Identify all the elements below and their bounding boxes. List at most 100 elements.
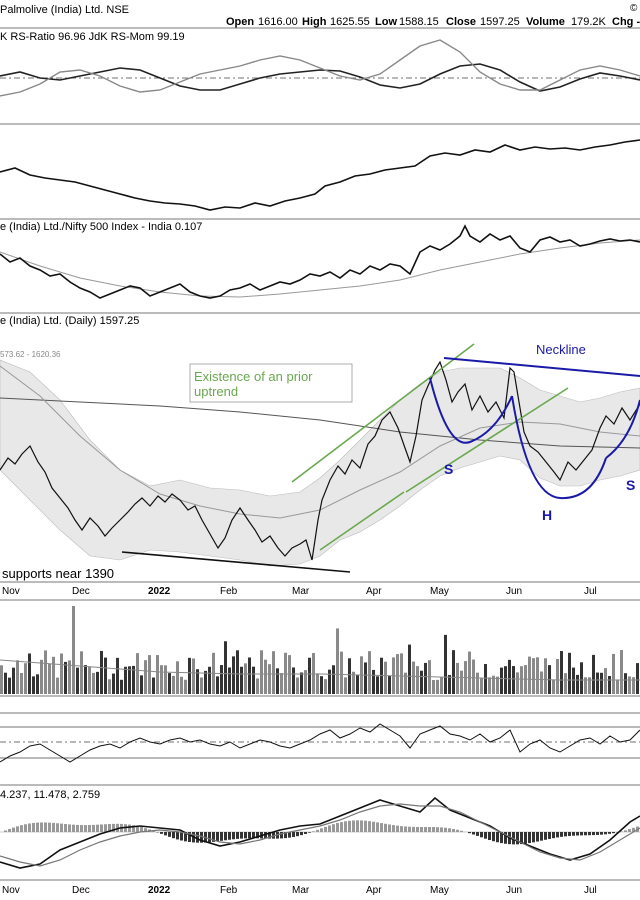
- macd-histogram-bar: [328, 825, 331, 832]
- macd-histogram-bar: [380, 823, 383, 832]
- volume-bar: [208, 666, 211, 694]
- volume-bar: [180, 676, 183, 694]
- month-label: Mar: [292, 885, 310, 896]
- volume-bar: [448, 674, 451, 694]
- volume-bar: [332, 665, 335, 694]
- macd-histogram-bar: [88, 825, 91, 832]
- macd-histogram-bar: [620, 831, 623, 832]
- month-label: Jul: [584, 885, 597, 896]
- volume-bar: [368, 651, 371, 694]
- macd-histogram-bar: [4, 830, 7, 832]
- volume-bar: [472, 659, 475, 694]
- support-line: [121, 551, 351, 573]
- volume-bar: [424, 662, 427, 694]
- chart-title: Palmolive (India) Ltd. NSE: [0, 4, 129, 16]
- volume-bar: [128, 666, 131, 694]
- macd-histogram-bar: [568, 832, 571, 836]
- high-value: 1625.55: [330, 16, 370, 28]
- macd-histogram-bar: [140, 826, 143, 832]
- volume-bar: [116, 657, 119, 694]
- macd-panel-label: 4.237, 11.478, 2.759: [0, 789, 100, 801]
- volume-bar: [72, 606, 75, 694]
- macd-histogram-bar: [304, 832, 307, 834]
- macd-histogram-bar: [552, 832, 555, 839]
- rrg-panel-label: K RS-Ratio 96.96 JdK RS-Mom 99.19: [0, 31, 185, 43]
- volume-bar: [404, 672, 407, 694]
- volume-bar: [216, 676, 219, 694]
- volume-bar: [76, 667, 79, 694]
- volume-bar: [252, 666, 255, 694]
- month-axis-top: Nov Dec 2022 Feb Mar Apr May Jun Jul: [2, 586, 597, 597]
- macd-histogram-bar: [180, 832, 183, 841]
- volume-bar: [156, 655, 159, 694]
- volume-bar: [384, 661, 387, 694]
- macd-histogram-bar: [52, 822, 55, 832]
- macd-histogram-bar: [64, 824, 67, 832]
- volume-bar: [476, 672, 479, 694]
- volume-bar: [568, 652, 571, 694]
- macd-histogram-bar: [196, 832, 199, 843]
- volume-bar: [192, 658, 195, 694]
- macd-histogram-bar: [100, 824, 103, 832]
- macd-histogram-bar: [476, 832, 479, 836]
- volume-bar: [132, 665, 135, 694]
- macd-histogram-bar: [556, 832, 559, 838]
- volume-bar: [588, 677, 591, 694]
- volume-bar: [184, 679, 187, 694]
- volume-bar: [488, 677, 491, 694]
- macd-histogram-bar: [356, 820, 359, 832]
- macd-histogram-bar: [592, 832, 595, 836]
- macd-histogram-bar: [16, 826, 19, 832]
- macd-histogram-bar: [252, 832, 255, 839]
- macd-histogram-bar: [420, 826, 423, 832]
- volume-bar: [536, 657, 539, 694]
- volume-bar: [248, 657, 251, 694]
- macd-histogram-bar: [320, 828, 323, 832]
- volume-bar: [516, 672, 519, 694]
- macd-histogram-bar: [184, 832, 187, 842]
- macd-histogram-bar: [32, 822, 35, 832]
- month-label: Apr: [366, 885, 382, 896]
- macd-histogram-bar: [588, 832, 591, 836]
- close-label: Close: [446, 16, 476, 28]
- macd-histogram-bar: [444, 827, 447, 832]
- month-label: Dec: [72, 586, 90, 597]
- month-label: Nov: [2, 885, 20, 896]
- macd-histogram-bar: [48, 822, 51, 832]
- macd-histogram-bar: [396, 825, 399, 832]
- macd-histogram-bar: [92, 824, 95, 832]
- right-shoulder-arc: [605, 399, 640, 459]
- volume-bar: [168, 673, 171, 694]
- volume-bar: [16, 660, 19, 694]
- ratio-line: [0, 224, 640, 299]
- volume-bar: [292, 667, 295, 694]
- month-label: Feb: [220, 885, 238, 896]
- neckline-label: Neckline: [536, 342, 586, 357]
- macd-histogram-bar: [388, 824, 391, 832]
- macd-histogram-bar: [408, 826, 411, 832]
- macd-histogram-bar: [272, 832, 275, 839]
- month-label: Jul: [584, 586, 597, 597]
- volume-bar: [220, 665, 223, 694]
- price-panel-label: e (India) Ltd. (Daily) 1597.25: [0, 315, 139, 327]
- macd-histogram-bar: [504, 832, 507, 844]
- macd-histogram-bar: [560, 832, 563, 837]
- volume-bar: [256, 678, 259, 694]
- volume-bar: [544, 658, 547, 694]
- macd-histogram-bar: [220, 832, 223, 841]
- volume-bar: [240, 666, 243, 694]
- macd-histogram-bar: [112, 823, 115, 832]
- macd-histogram-bar: [564, 832, 567, 837]
- volume-bar: [196, 669, 199, 694]
- volume-bar: [468, 651, 471, 694]
- high-label: High: [302, 16, 327, 28]
- macd-histogram-bar: [424, 826, 427, 832]
- macd-histogram-bar: [116, 823, 119, 832]
- macd-histogram-bar: [612, 832, 615, 834]
- volume-bar: [56, 677, 59, 694]
- macd-histogram-bar: [256, 832, 259, 839]
- volume-bar: [400, 653, 403, 694]
- volume-bar: [284, 652, 287, 694]
- macd-histogram-bar: [284, 832, 287, 839]
- volume-label: Volume: [526, 16, 565, 28]
